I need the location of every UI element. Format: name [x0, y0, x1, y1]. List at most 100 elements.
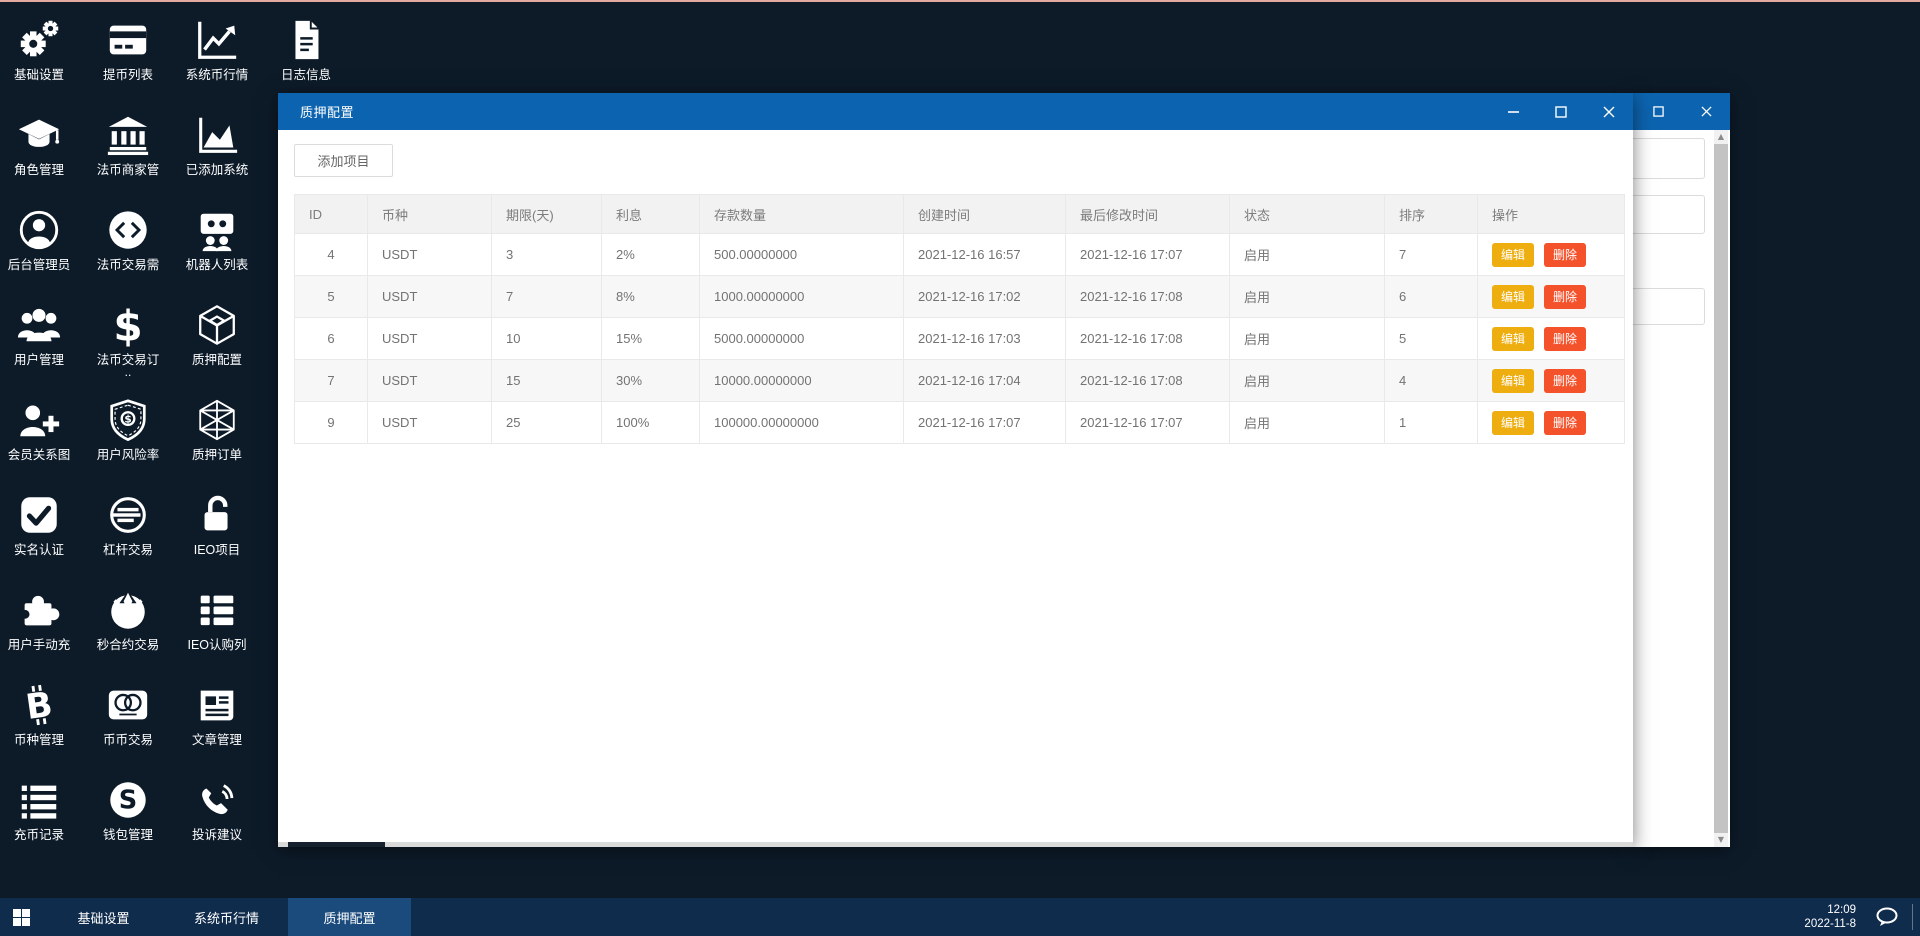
- cell-coin: USDT: [367, 359, 492, 402]
- delete-button[interactable]: 删除: [1544, 284, 1587, 309]
- desktop-icon-label-overflow: ..: [124, 365, 132, 379]
- desktop-icon-risk-shield[interactable]: $ 用户风险率: [89, 396, 167, 463]
- desktop-icon-rebel[interactable]: 秒合约交易: [89, 586, 167, 653]
- back-window-close-button[interactable]: [1682, 93, 1730, 130]
- desktop-icon-th-list[interactable]: IEO认购列: [178, 586, 256, 653]
- edit-button[interactable]: 编辑: [1492, 242, 1535, 267]
- cell-interest: 30%: [601, 359, 700, 402]
- taskbar-items: 基础设置 系统币行情 质押配置: [42, 898, 411, 936]
- cell-status: 启用: [1229, 359, 1385, 402]
- back-window-titlebar[interactable]: [1633, 93, 1730, 130]
- back-window-maximize-button[interactable]: [1634, 93, 1682, 130]
- desktop-icon-users[interactable]: 用户管理: [0, 301, 78, 368]
- edit-button[interactable]: 编辑: [1492, 326, 1535, 351]
- desktop-icon-fiat-demand[interactable]: 法币交易需: [89, 206, 167, 273]
- desktop-icon-leverage-circle[interactable]: 杠杆交易: [89, 491, 167, 558]
- desktop-icon-role-cap[interactable]: 角色管理: [0, 111, 78, 178]
- taskbar-item-系统币行情[interactable]: 系统币行情: [193, 910, 259, 926]
- desktop-icon-grid: 基础设置 提币列表 系统币行情 日志信息 角色管理 法币商家管 已添加系统 后台管理员 法币交易…: [0, 0, 400, 900]
- bank-icon: [89, 111, 167, 159]
- start-button[interactable]: [0, 898, 42, 936]
- delete-button[interactable]: 删除: [1544, 410, 1587, 435]
- background-window: ▲ ▼: [1633, 93, 1730, 847]
- cell-days: 10: [491, 317, 602, 360]
- desktop-icon-log-file[interactable]: 日志信息: [267, 16, 345, 83]
- window-titlebar[interactable]: 质押配置: [278, 93, 1633, 130]
- cell-amount: 10000.00000000: [699, 359, 904, 402]
- mastercard-icon: [89, 681, 167, 729]
- desktop-icon-pledge-cube[interactable]: 质押配置: [178, 301, 256, 368]
- member-graph-icon: [0, 396, 78, 444]
- vertical-scrollbar[interactable]: ▲ ▼: [1714, 130, 1728, 847]
- desktop-icon-skype[interactable]: S 钱包管理: [89, 776, 167, 843]
- desktop-icon-mastercard[interactable]: 币币交易: [89, 681, 167, 748]
- horizontal-scrollbar-thumb[interactable]: [288, 842, 385, 847]
- desktop-icon-label: 日志信息: [280, 68, 331, 82]
- scroll-down-arrow-icon[interactable]: ▼: [1717, 835, 1725, 844]
- column-header-6: 最后修改时间: [1065, 194, 1230, 234]
- minimize-button[interactable]: [1489, 93, 1537, 130]
- taskbar-item-基础设置[interactable]: 基础设置: [77, 910, 130, 926]
- bitcoin-icon: B: [0, 681, 78, 729]
- desktop-icon-check-square[interactable]: 实名认证: [0, 491, 78, 558]
- desktop-icon-list-bars[interactable]: 充币记录: [0, 776, 78, 843]
- cell-modified: 2021-12-16 17:07: [1065, 401, 1230, 444]
- desktop-icon-label: 投诉建议: [191, 828, 242, 842]
- column-header-2: 期限(天): [491, 194, 602, 234]
- desktop-icon-phone-volume[interactable]: 投诉建议: [178, 776, 256, 843]
- desktop-icon-gears[interactable]: 基础设置: [0, 16, 78, 83]
- form-input[interactable]: [1633, 288, 1705, 325]
- desktop-icon-label: 法币交易订: [96, 353, 160, 367]
- taskbar-item-质押配置[interactable]: 质押配置: [288, 898, 411, 936]
- form-input[interactable]: [1633, 195, 1705, 234]
- cell-modified: 2021-12-16 17:08: [1065, 317, 1230, 360]
- delete-button[interactable]: 删除: [1544, 242, 1587, 267]
- desktop-icon-bitcoin[interactable]: B 币种管理: [0, 681, 78, 748]
- add-item-button[interactable]: 添加项目: [294, 144, 393, 177]
- column-header-0: ID: [294, 194, 368, 234]
- pledge-config-window: 质押配置 添加项目 ID 币种 期限(天) 利息 存款数量 创建时间 最后修改时间 状态 排序操…: [278, 93, 1633, 847]
- horizontal-scrollbar[interactable]: [278, 842, 1633, 847]
- edit-button[interactable]: 编辑: [1492, 368, 1535, 393]
- maximize-button[interactable]: [1537, 93, 1585, 130]
- desktop-icon-robot-list[interactable]: 机器人列表: [178, 206, 256, 273]
- dollar-icon: $: [89, 301, 167, 349]
- desktop-icon-label: 充币记录: [13, 828, 64, 842]
- edit-button[interactable]: 编辑: [1492, 410, 1535, 435]
- desktop-icon-admin-user[interactable]: 后台管理员: [0, 206, 78, 273]
- desktop-icon-dollar[interactable]: $ 法币交易订..: [89, 301, 167, 379]
- desktop-icon-area-chart[interactable]: 已添加系统: [178, 111, 256, 178]
- table-row: 4 USDT 3 2% 500.00000000 2021-12-16 16:57 2021…: [294, 233, 1625, 276]
- desktop-icon-hex-wire[interactable]: 质押订单: [178, 396, 256, 463]
- log-file-icon: [267, 16, 345, 64]
- cell-modified: 2021-12-16 17:08: [1065, 275, 1230, 318]
- close-button[interactable]: [1585, 93, 1633, 130]
- desktop-icon-withdraw-card[interactable]: 提币列表: [89, 16, 167, 83]
- delete-button[interactable]: 删除: [1544, 326, 1587, 351]
- chat-bubble-icon[interactable]: [1870, 907, 1904, 927]
- check-square-icon: [0, 491, 78, 539]
- taskbar-clock[interactable]: 12:09 2022-11-8: [1804, 903, 1870, 931]
- fiat-demand-icon: [89, 206, 167, 254]
- desktop-icon-bank[interactable]: 法币商家管: [89, 111, 167, 178]
- cell-id: 7: [294, 359, 368, 402]
- cell-days: 25: [491, 401, 602, 444]
- table-row: 6 USDT 10 15% 5000.00000000 2021-12-16 17:03 2…: [294, 317, 1625, 360]
- desktop-icon-newspaper[interactable]: 文章管理: [178, 681, 256, 748]
- form-input[interactable]: [1633, 138, 1705, 179]
- desktop-icon-label: 法币商家管: [96, 163, 160, 177]
- desktop-icon-unlock[interactable]: IEO项目: [178, 491, 256, 558]
- cell-interest: 8%: [601, 275, 700, 318]
- vertical-scrollbar-thumb[interactable]: [1714, 144, 1728, 833]
- desktop-icon-market-chart[interactable]: 系统币行情: [178, 16, 256, 83]
- edit-button[interactable]: 编辑: [1492, 284, 1535, 309]
- desktop-icon-member-graph[interactable]: 会员关系图: [0, 396, 78, 463]
- column-header-8: 排序: [1384, 194, 1478, 234]
- desktop-icon-puzzle[interactable]: 用户手动充: [0, 586, 78, 653]
- clock-time: 12:09: [1827, 904, 1856, 916]
- desktop-icon-label: 已添加系统: [185, 163, 249, 177]
- column-header-9: 操作: [1477, 194, 1625, 234]
- desktop-icon-label: 钱包管理: [102, 828, 153, 842]
- delete-button[interactable]: 删除: [1544, 368, 1587, 393]
- scroll-up-arrow-icon[interactable]: ▲: [1717, 132, 1725, 141]
